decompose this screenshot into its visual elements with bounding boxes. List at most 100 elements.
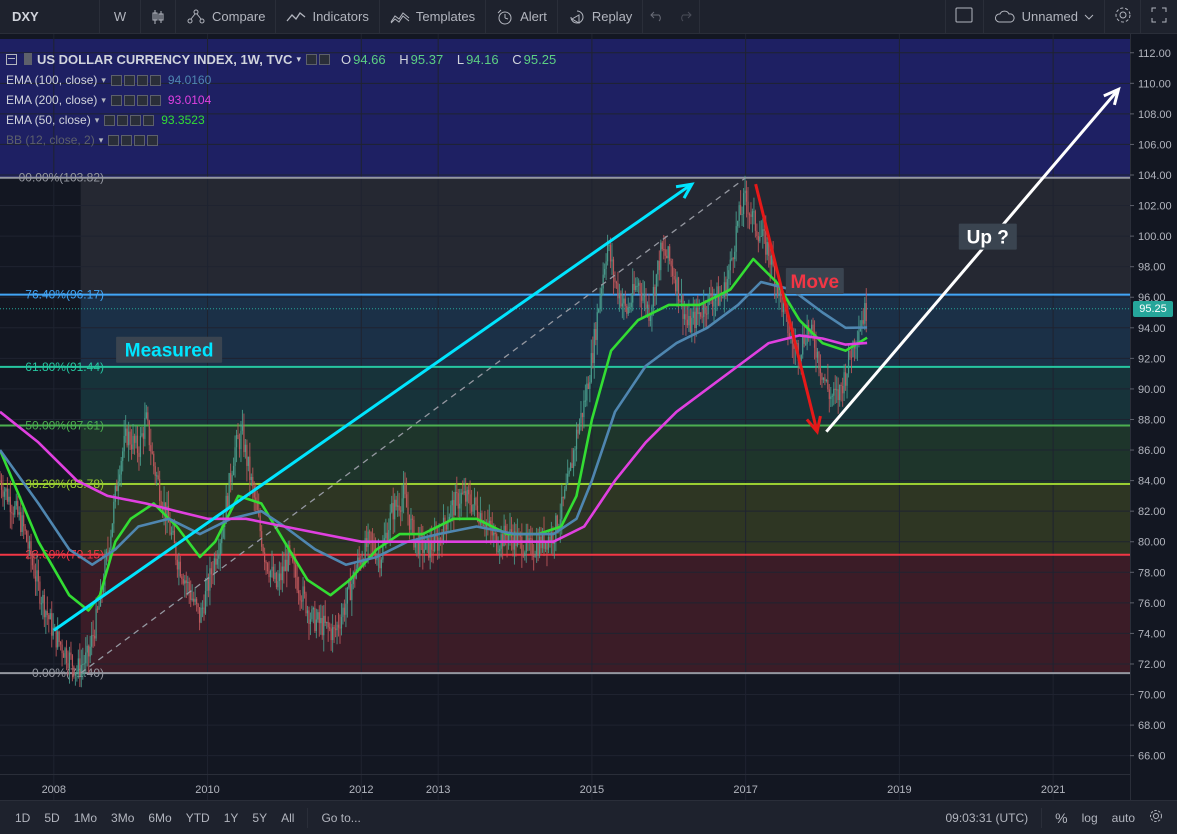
indicator-legend-row[interactable]: BB (12, close, 2) ▾ xyxy=(6,130,566,150)
candle-body xyxy=(546,542,548,550)
candle-body xyxy=(266,563,269,572)
indicator-legend-row[interactable]: EMA (200, close) ▾ 93.0104 xyxy=(6,90,566,110)
chevron-down-icon[interactable]: ▾ xyxy=(98,134,104,145)
candle-body xyxy=(397,505,399,507)
indicator-actions[interactable] xyxy=(110,94,163,106)
candle-body xyxy=(119,474,121,482)
candle-body xyxy=(623,298,625,304)
range-button-all[interactable]: All xyxy=(281,810,295,825)
candle-body xyxy=(646,304,649,309)
candle-body xyxy=(666,255,668,259)
trend-arrow xyxy=(825,88,1120,433)
templates-button[interactable]: Templates xyxy=(380,0,487,34)
indicator-legend-row[interactable]: EMA (50, close) ▾ 93.3523 xyxy=(6,110,566,130)
interval-button[interactable]: W xyxy=(100,0,141,34)
candle-body xyxy=(428,538,430,558)
candle-body xyxy=(825,379,827,381)
range-button-ytd[interactable]: YTD xyxy=(185,810,210,825)
candle-body xyxy=(590,353,592,383)
candle-body xyxy=(640,292,643,301)
candle-body xyxy=(697,307,699,315)
candle-body xyxy=(676,277,678,292)
indicators-button[interactable]: Indicators xyxy=(276,0,380,34)
chevron-down-icon[interactable]: ▾ xyxy=(101,94,106,105)
candle-body xyxy=(541,531,544,549)
range-button-6mo[interactable]: 6Mo xyxy=(148,810,172,825)
indicator-actions[interactable] xyxy=(104,114,156,126)
indicator-label[interactable]: BB (12, close, 2) xyxy=(6,133,95,147)
range-button-3mo[interactable]: 3Mo xyxy=(111,810,135,825)
candle-body xyxy=(153,453,155,467)
settings-button[interactable] xyxy=(1105,0,1141,34)
candle-body xyxy=(858,331,860,342)
chart-type-button[interactable] xyxy=(141,0,176,34)
text-annotation: Up ? xyxy=(958,223,1017,250)
percent-toggle[interactable]: % xyxy=(1055,809,1068,826)
goto-button[interactable]: Go to... xyxy=(321,810,361,825)
fullscreen-button[interactable] xyxy=(1141,0,1177,34)
alert-button[interactable]: Alert xyxy=(486,0,558,34)
indicator-label[interactable]: EMA (200, close) xyxy=(6,93,98,107)
legend-actions[interactable] xyxy=(305,53,332,65)
redo-button[interactable] xyxy=(671,0,701,34)
candle-body xyxy=(219,543,221,556)
candle-body xyxy=(677,277,680,301)
range-button-5y[interactable]: 5Y xyxy=(252,810,268,825)
candle-body xyxy=(296,577,298,591)
auto-toggle[interactable]: auto xyxy=(1111,810,1135,825)
candle-body xyxy=(626,305,628,314)
candle-body xyxy=(361,561,363,565)
ema-line xyxy=(0,257,868,612)
candle-body xyxy=(821,373,823,380)
candle-body xyxy=(284,559,286,572)
candle-body xyxy=(485,522,487,528)
price-axis[interactable]: 66.00 68.00 70.00 72.00 74.00 76.00 78.00 80.00… xyxy=(1130,34,1177,800)
layout-name-button[interactable]: Unnamed xyxy=(984,0,1105,34)
candle-body xyxy=(337,624,340,628)
indicator-actions[interactable] xyxy=(108,134,160,146)
fib-zone xyxy=(80,294,1131,367)
chevron-down-icon[interactable]: ▾ xyxy=(101,74,106,85)
symbol-search[interactable]: DXY xyxy=(0,0,100,34)
fib-zone xyxy=(80,366,1131,426)
collapse-icon[interactable] xyxy=(6,53,17,65)
range-button-5d[interactable]: 5D xyxy=(44,810,60,825)
candle-body xyxy=(568,470,570,474)
replay-button[interactable]: Replay xyxy=(558,0,644,34)
indicator-label[interactable]: EMA (100, close) xyxy=(6,73,98,87)
compare-button[interactable]: Compare xyxy=(176,0,277,34)
time-axis[interactable]: 2008 2010 2012 2013 2015 2017 2019 2021 xyxy=(0,774,1130,797)
price-chart[interactable]: 0.00%(71.40)23.60%(79.15)38.20%(83.78)50… xyxy=(0,34,1177,800)
candle-body xyxy=(837,389,839,401)
candle-body xyxy=(572,450,575,468)
candle-body xyxy=(536,542,538,556)
candle-body xyxy=(380,559,382,569)
candle-body xyxy=(113,501,115,524)
log-toggle[interactable]: log xyxy=(1081,810,1098,825)
drawing-annotations[interactable]: Measured Move Up ? xyxy=(52,86,1121,674)
range-button-1mo[interactable]: 1Mo xyxy=(73,810,98,825)
indicator-label[interactable]: EMA (50, close) xyxy=(6,113,91,127)
indicator-rows: EMA (100, close) ▾ 94.0160 EMA (200, close)… xyxy=(6,70,566,150)
candle-body xyxy=(46,611,48,616)
candle-body xyxy=(2,489,4,497)
chevron-down-icon[interactable]: ▾ xyxy=(296,53,301,64)
candle-body xyxy=(751,211,754,217)
candle-body xyxy=(593,329,595,364)
range-button-1d[interactable]: 1D xyxy=(15,810,31,825)
legend-title[interactable]: US DOLLAR CURRENCY INDEX, 1W, TVC xyxy=(37,51,293,67)
fullscreen-select-button[interactable] xyxy=(946,0,984,34)
range-button-1y[interactable]: 1Y xyxy=(223,810,239,825)
candle-body xyxy=(429,540,431,558)
gear-icon[interactable] xyxy=(1142,809,1177,826)
undo-button[interactable] xyxy=(643,0,671,34)
indicator-legend-row[interactable]: EMA (100, close) ▾ 94.0160 xyxy=(6,70,566,90)
candle-body xyxy=(417,538,419,555)
chevron-down-icon[interactable]: ▾ xyxy=(94,114,100,125)
candle-body xyxy=(340,616,343,629)
indicator-actions[interactable] xyxy=(110,74,163,86)
y-tick-label: 98.00 xyxy=(1138,262,1166,274)
candle-body xyxy=(151,451,153,454)
candle-body xyxy=(553,541,555,544)
clock-time[interactable]: 09:03:31 (UTC) xyxy=(945,810,1029,825)
